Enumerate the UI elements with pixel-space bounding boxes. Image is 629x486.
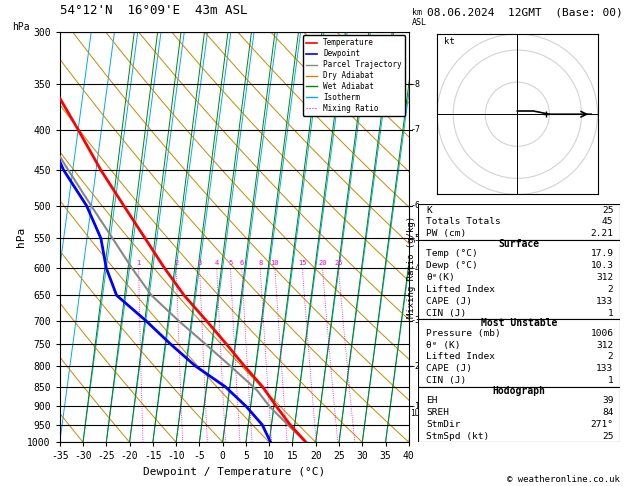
- Bar: [418, 319, 620, 386]
- Text: Temp (°C): Temp (°C): [426, 249, 478, 259]
- Text: 133: 133: [596, 297, 613, 306]
- Text: StmDir: StmDir: [426, 420, 461, 429]
- Text: -5: -5: [411, 234, 421, 243]
- Text: 312: 312: [596, 273, 613, 282]
- Text: km
ASL: km ASL: [413, 8, 427, 28]
- Text: 08.06.2024  12GMT  (Base: 00): 08.06.2024 12GMT (Base: 00): [427, 7, 623, 17]
- Text: Totals Totals: Totals Totals: [426, 217, 501, 226]
- Text: -4: -4: [411, 263, 421, 273]
- Text: 312: 312: [596, 341, 613, 349]
- Text: 3: 3: [198, 260, 202, 266]
- Text: -2: -2: [411, 362, 421, 371]
- Text: Mixing Ratio (g/kg): Mixing Ratio (g/kg): [408, 216, 416, 318]
- Text: -3: -3: [411, 316, 421, 325]
- Text: CIN (J): CIN (J): [426, 309, 467, 317]
- Text: 17.9: 17.9: [591, 249, 613, 259]
- Text: hPa: hPa: [13, 22, 30, 32]
- Text: Surface: Surface: [498, 239, 540, 249]
- Text: 2: 2: [174, 260, 179, 266]
- Text: 10.3: 10.3: [591, 261, 613, 270]
- Text: -7: -7: [411, 125, 421, 134]
- Bar: [418, 386, 620, 442]
- Text: SREH: SREH: [426, 408, 449, 417]
- Text: 25: 25: [602, 206, 613, 214]
- Text: 84: 84: [602, 408, 613, 417]
- Text: © weatheronline.co.uk: © weatheronline.co.uk: [507, 474, 620, 484]
- Bar: [418, 204, 620, 240]
- Text: 271°: 271°: [591, 420, 613, 429]
- Text: Hodograph: Hodograph: [493, 386, 545, 396]
- Text: 1006: 1006: [591, 329, 613, 338]
- Text: 2.21: 2.21: [591, 229, 613, 238]
- Y-axis label: hPa: hPa: [16, 227, 26, 247]
- Text: 133: 133: [596, 364, 613, 373]
- Text: 6: 6: [240, 260, 244, 266]
- Text: EH: EH: [426, 397, 438, 405]
- Text: Lifted Index: Lifted Index: [426, 352, 495, 362]
- Legend: Temperature, Dewpoint, Parcel Trajectory, Dry Adiabat, Wet Adiabat, Isotherm, Mi: Temperature, Dewpoint, Parcel Trajectory…: [303, 35, 405, 116]
- Text: Most Unstable: Most Unstable: [481, 318, 557, 329]
- Text: 25: 25: [334, 260, 343, 266]
- Text: -1: -1: [411, 402, 421, 411]
- Text: 8: 8: [258, 260, 262, 266]
- Text: StmSpd (kt): StmSpd (kt): [426, 432, 489, 441]
- Text: 45: 45: [602, 217, 613, 226]
- Text: θᵉ(K): θᵉ(K): [426, 273, 455, 282]
- Text: 1: 1: [608, 309, 613, 317]
- Text: 2: 2: [608, 352, 613, 362]
- Text: 2: 2: [608, 285, 613, 294]
- Text: 10: 10: [270, 260, 279, 266]
- Text: CAPE (J): CAPE (J): [426, 297, 472, 306]
- X-axis label: Dewpoint / Temperature (°C): Dewpoint / Temperature (°C): [143, 467, 325, 477]
- Bar: [418, 240, 620, 319]
- Text: CIN (J): CIN (J): [426, 376, 467, 385]
- Text: PW (cm): PW (cm): [426, 229, 467, 238]
- Text: 39: 39: [602, 397, 613, 405]
- Text: -6: -6: [411, 201, 421, 210]
- Text: 1: 1: [608, 376, 613, 385]
- Text: K: K: [426, 206, 432, 214]
- Text: 5: 5: [228, 260, 233, 266]
- Text: 25: 25: [602, 432, 613, 441]
- Text: 4: 4: [214, 260, 219, 266]
- Text: Dewp (°C): Dewp (°C): [426, 261, 478, 270]
- Text: kt: kt: [443, 36, 454, 46]
- Text: -8: -8: [411, 80, 421, 88]
- Text: 1LCL: 1LCL: [411, 409, 429, 418]
- Text: 20: 20: [318, 260, 326, 266]
- Text: CAPE (J): CAPE (J): [426, 364, 472, 373]
- Text: 54°12'N  16°09'E  43m ASL: 54°12'N 16°09'E 43m ASL: [60, 4, 247, 17]
- Text: Lifted Index: Lifted Index: [426, 285, 495, 294]
- Text: 1: 1: [136, 260, 141, 266]
- Text: θᵉ (K): θᵉ (K): [426, 341, 461, 349]
- Text: 15: 15: [298, 260, 306, 266]
- Text: Pressure (mb): Pressure (mb): [426, 329, 501, 338]
